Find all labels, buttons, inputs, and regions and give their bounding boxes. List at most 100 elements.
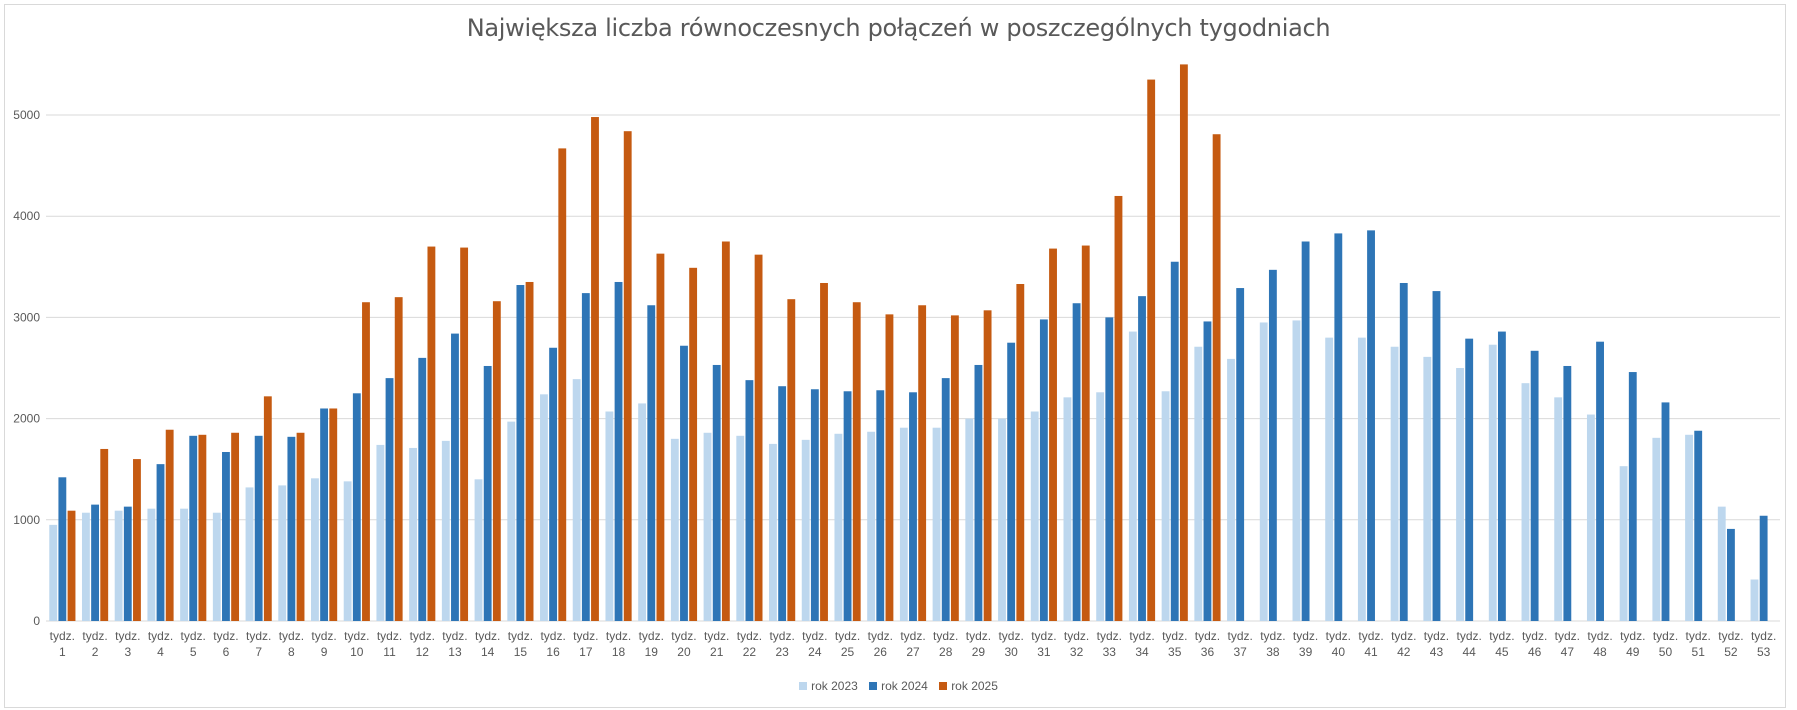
x-tick-label: tydz. <box>606 629 631 643</box>
x-tick-label: tydz. <box>1097 629 1122 643</box>
x-tick-label: 51 <box>1692 645 1706 659</box>
bar <box>736 435 745 621</box>
bar <box>147 508 156 621</box>
bar <box>974 364 983 621</box>
bar <box>1661 402 1670 621</box>
legend-swatch-2024 <box>869 682 878 690</box>
x-tick-label: 14 <box>481 645 495 659</box>
bar <box>1465 338 1474 621</box>
bar <box>909 392 917 621</box>
x-tick-label: 30 <box>1004 645 1018 659</box>
x-tick-label: tydz. <box>1064 629 1089 643</box>
bar <box>549 347 558 621</box>
x-tick-label: 24 <box>808 645 822 659</box>
bar <box>1170 261 1179 621</box>
x-tick-label: 13 <box>448 645 462 659</box>
bar <box>1750 579 1759 621</box>
x-tick-label: 41 <box>1364 645 1378 659</box>
bar <box>540 394 548 621</box>
x-tick-label: tydz. <box>181 629 206 643</box>
bar <box>1007 342 1016 621</box>
x-tick-label: 47 <box>1561 645 1575 659</box>
bar <box>231 432 240 621</box>
x-tick-label: tydz. <box>115 629 140 643</box>
y-tick-label: 3000 <box>13 310 40 324</box>
bar <box>311 478 319 621</box>
x-tick-label: 21 <box>710 645 724 659</box>
bar <box>820 282 828 621</box>
bar <box>516 285 525 621</box>
bar <box>287 436 296 621</box>
x-tick-label: 43 <box>1430 645 1444 659</box>
bar <box>572 379 581 621</box>
x-tick-label: 1 <box>59 645 66 659</box>
bar <box>558 148 567 621</box>
x-tick-label: tydz. <box>82 629 107 643</box>
legend-item-2025: rok 2025 <box>939 679 998 693</box>
bar <box>320 408 329 621</box>
x-tick-label: tydz. <box>508 629 533 643</box>
bar <box>614 281 623 621</box>
x-tick-label: tydz. <box>540 629 565 643</box>
bar <box>810 389 819 621</box>
x-tick-label: tydz. <box>900 629 925 643</box>
bar <box>591 117 599 622</box>
legend-label: rok 2025 <box>951 679 998 693</box>
legend-swatch-2025 <box>939 682 948 690</box>
bar <box>1105 317 1114 621</box>
bar <box>1390 346 1399 621</box>
bar <box>1694 430 1703 621</box>
bar <box>647 305 656 621</box>
x-tick-label: 33 <box>1103 645 1117 659</box>
legend-label: rok 2023 <box>811 679 858 693</box>
bar <box>198 434 207 621</box>
bar <box>492 301 501 621</box>
bar <box>1521 383 1530 621</box>
x-tick-label: tydz. <box>442 629 467 643</box>
bar <box>418 357 427 621</box>
x-tick-label: tydz. <box>1653 629 1678 643</box>
bar <box>1203 321 1212 621</box>
bar <box>1367 230 1375 622</box>
x-tick-label: 11 <box>383 645 396 659</box>
bar <box>867 431 876 621</box>
bar <box>941 378 950 621</box>
bar <box>212 512 221 621</box>
x-tick-label: tydz. <box>966 629 991 643</box>
bar <box>1456 368 1464 621</box>
bar <box>58 477 67 621</box>
bar <box>983 310 992 621</box>
x-tick-label: 45 <box>1495 645 1509 659</box>
bar <box>656 253 665 622</box>
x-tick-label: 50 <box>1659 645 1673 659</box>
x-tick-label: tydz. <box>868 629 893 643</box>
y-tick-label: 5000 <box>13 108 40 122</box>
x-tick-label: 38 <box>1266 645 1280 659</box>
bar <box>899 427 908 621</box>
bars <box>49 64 1768 622</box>
x-tick-label: tydz. <box>213 629 238 643</box>
x-tick-label: 2 <box>92 645 99 659</box>
x-tick-label: tydz. <box>1129 629 1154 643</box>
bar <box>689 267 698 621</box>
bar <box>965 418 974 621</box>
bar <box>1039 319 1048 621</box>
legend-swatch-2023 <box>799 682 808 690</box>
bar <box>165 429 174 621</box>
x-tick-label: 25 <box>841 645 855 659</box>
bar <box>278 485 287 621</box>
x-tick-label: tydz. <box>573 629 598 643</box>
bar <box>1147 79 1156 621</box>
bar <box>263 396 272 621</box>
x-tick-label: 42 <box>1397 645 1411 659</box>
bar <box>376 444 385 621</box>
bar <box>394 297 403 621</box>
x-tick-label: 20 <box>677 645 691 659</box>
x-tick-label: tydz. <box>377 629 402 643</box>
bar <box>245 487 254 621</box>
bar <box>100 448 109 621</box>
bar <box>932 427 941 621</box>
x-tick-label: tydz. <box>1326 629 1351 643</box>
bar <box>1072 303 1081 621</box>
bar <box>1114 195 1123 621</box>
